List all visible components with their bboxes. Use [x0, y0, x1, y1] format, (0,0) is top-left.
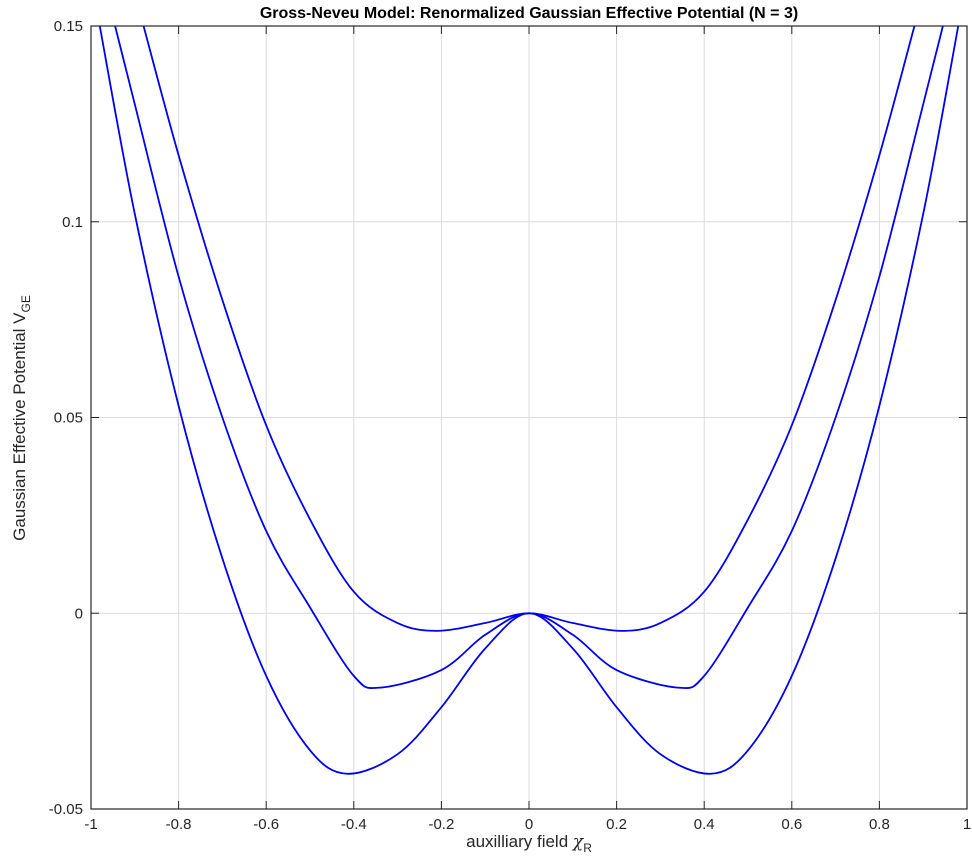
x-axis-label-subscript: R — [583, 841, 592, 855]
x-tick-label: 0 — [525, 816, 533, 833]
x-tick-label: -0.4 — [341, 816, 367, 833]
x-tick-label: -0.6 — [253, 816, 279, 833]
y-tick-label: 0.1 — [62, 214, 83, 231]
x-tick-label: 0.4 — [694, 816, 715, 833]
x-axis-label-main: auxilliary field — [466, 832, 573, 851]
y-tick-label: 0 — [75, 605, 83, 622]
series-layer — [98, 25, 960, 775]
x-tick-label: 0.6 — [781, 816, 802, 833]
x-tick-label: -0.8 — [166, 816, 192, 833]
y-axis-label-main: Gaussian Effective Potential V — [10, 312, 29, 541]
x-axis-label: auxilliary field χR — [466, 832, 592, 855]
y-tick-label: 0.05 — [54, 410, 83, 427]
x-axis-label-symbol: χ — [572, 832, 585, 852]
y-tick-label: 0.15 — [54, 18, 83, 35]
x-tick-label: 0.2 — [606, 816, 627, 833]
y-tick-label: -0.05 — [49, 801, 83, 818]
x-tick-label: 1 — [963, 816, 971, 833]
chart-title: Gross-Neveu Model: Renormalized Gaussian… — [260, 5, 798, 22]
series-line-3 — [98, 25, 960, 775]
y-axis-label-subscript: GE — [19, 295, 33, 312]
x-tick-label: -1 — [84, 816, 97, 833]
y-axis-label: Gaussian Effective Potential VGE — [10, 295, 33, 541]
ticks: -1 -0.8 -0.6 -0.4 -0.2 0 0.2 0.4 0.6 0.8 1 -0.05 0 0.… — [49, 18, 971, 833]
x-tick-label: 0.8 — [869, 816, 890, 833]
x-tick-label: -0.2 — [428, 816, 454, 833]
